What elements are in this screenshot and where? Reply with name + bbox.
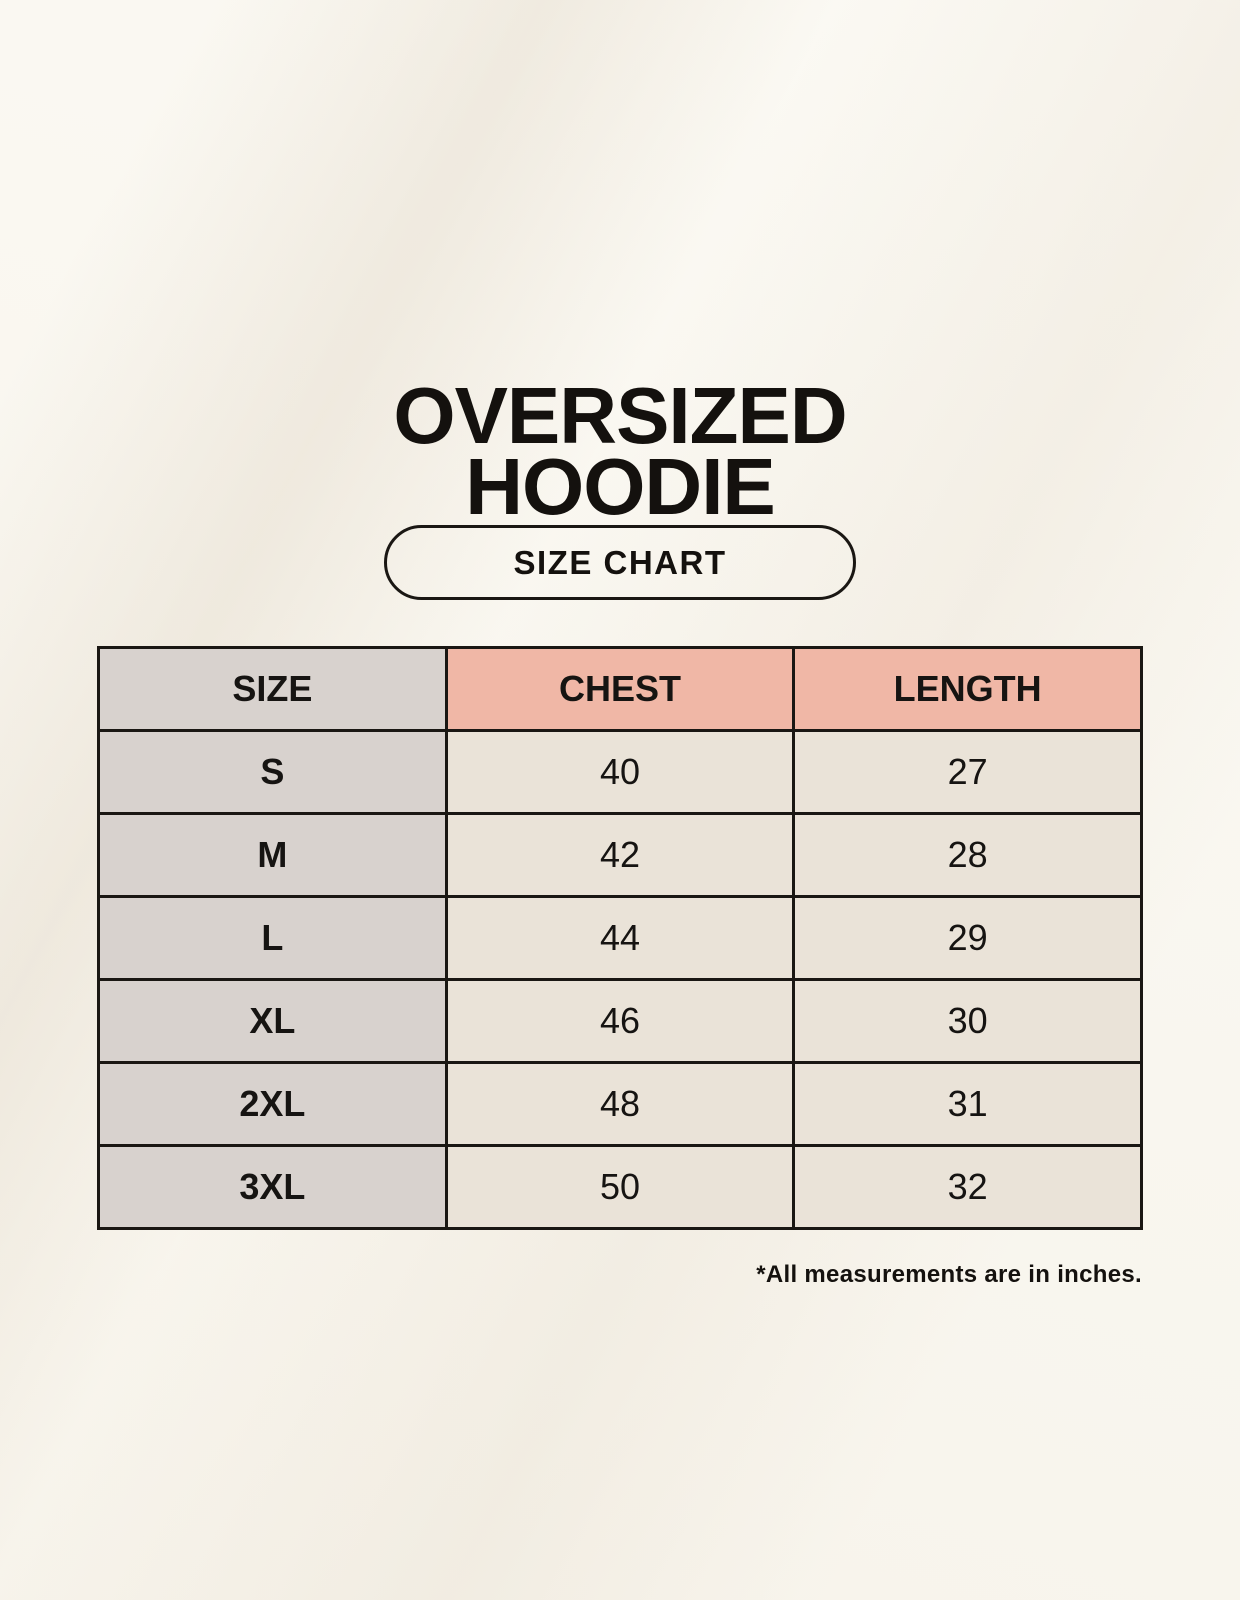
table-row: 2XL 48 31 bbox=[97, 1061, 1143, 1147]
product-title-line1: OVERSIZED bbox=[393, 370, 847, 460]
table-row: 3XL 50 32 bbox=[97, 1144, 1143, 1230]
column-header-size: SIZE bbox=[97, 646, 448, 732]
table-row: XL 46 30 bbox=[97, 978, 1143, 1064]
product-title: OVERSIZED HOODIE bbox=[0, 370, 1240, 531]
length-cell: 27 bbox=[792, 729, 1143, 815]
size-cell: 2XL bbox=[97, 1061, 448, 1147]
table-row: S 40 27 bbox=[97, 729, 1143, 815]
size-chart-button[interactable]: SIZE CHART bbox=[384, 525, 856, 600]
length-cell: 30 bbox=[792, 978, 1143, 1064]
size-cell: M bbox=[97, 812, 448, 898]
chest-cell: 50 bbox=[444, 1144, 796, 1230]
size-cell: L bbox=[97, 895, 448, 981]
length-cell: 32 bbox=[792, 1144, 1143, 1230]
size-cell: S bbox=[97, 729, 448, 815]
size-table: SIZE CHEST LENGTH S 40 27 M 42 28 L 44 2… bbox=[97, 646, 1143, 1230]
length-cell: 28 bbox=[792, 812, 1143, 898]
chest-cell: 44 bbox=[444, 895, 796, 981]
chest-cell: 42 bbox=[444, 812, 796, 898]
column-header-length: LENGTH bbox=[792, 646, 1143, 732]
size-cell: XL bbox=[97, 978, 448, 1064]
length-cell: 29 bbox=[792, 895, 1143, 981]
table-row: L 44 29 bbox=[97, 895, 1143, 981]
column-header-chest: CHEST bbox=[444, 646, 796, 732]
size-chart-button-label: SIZE CHART bbox=[513, 543, 727, 581]
chest-cell: 48 bbox=[444, 1061, 796, 1147]
table-header-row: SIZE CHEST LENGTH bbox=[97, 646, 1143, 732]
measurements-note: *All measurements are in inches. bbox=[756, 1261, 1142, 1288]
chest-cell: 46 bbox=[444, 978, 796, 1064]
table-row: M 42 28 bbox=[97, 812, 1143, 898]
size-cell: 3XL bbox=[97, 1144, 448, 1230]
chest-cell: 40 bbox=[444, 729, 796, 815]
product-title-line2: HOODIE bbox=[465, 441, 776, 531]
length-cell: 31 bbox=[792, 1061, 1143, 1147]
